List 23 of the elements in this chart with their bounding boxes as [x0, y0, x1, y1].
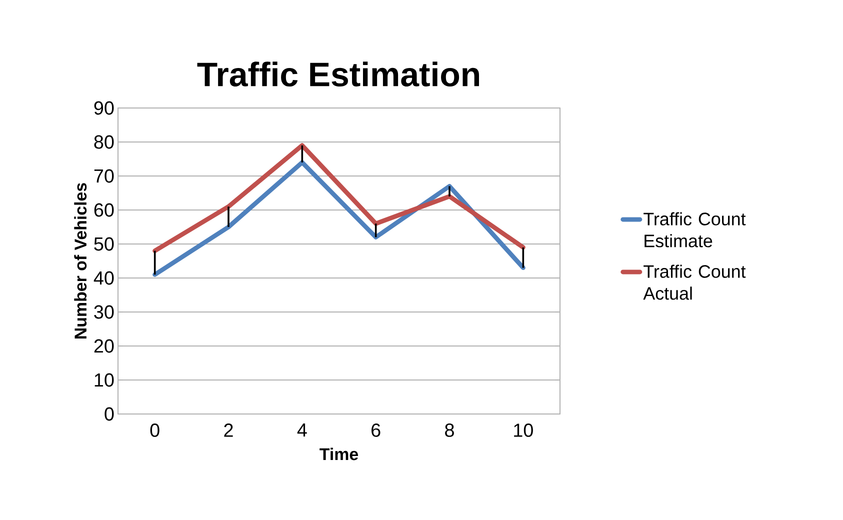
- chart-title: Traffic Estimation: [197, 62, 479, 87]
- x-tick-label: 6: [372, 424, 380, 437]
- legend-label: Traffic Count Estimate: [644, 212, 746, 248]
- y-tick-label: 70: [94, 169, 114, 183]
- line-series: [152, 143, 526, 254]
- x-tick-label: 10: [514, 424, 533, 437]
- y-tick-label: 60: [94, 203, 114, 217]
- x-axis-title: Time: [320, 448, 358, 460]
- line-series: [152, 160, 526, 277]
- x-tick-label: 8: [445, 424, 454, 437]
- y-tick-label: 30: [94, 305, 114, 319]
- y-tick-label: 20: [94, 339, 114, 353]
- y-tick-label: 90: [94, 101, 114, 115]
- x-tick-label: 2: [224, 424, 233, 437]
- y-tick-label: 40: [94, 271, 114, 285]
- y-tick-label: 10: [94, 373, 114, 387]
- y-tick-label: 50: [94, 237, 114, 251]
- legend-label: Traffic Count Actual: [643, 264, 746, 300]
- y-axis-title: Number of Vehicles: [74, 183, 87, 338]
- x-tick-label: 0: [150, 424, 160, 437]
- y-tick-label: 0: [104, 407, 114, 421]
- y-tick-label: 80: [94, 135, 114, 149]
- x-tick-label: 4: [297, 424, 307, 437]
